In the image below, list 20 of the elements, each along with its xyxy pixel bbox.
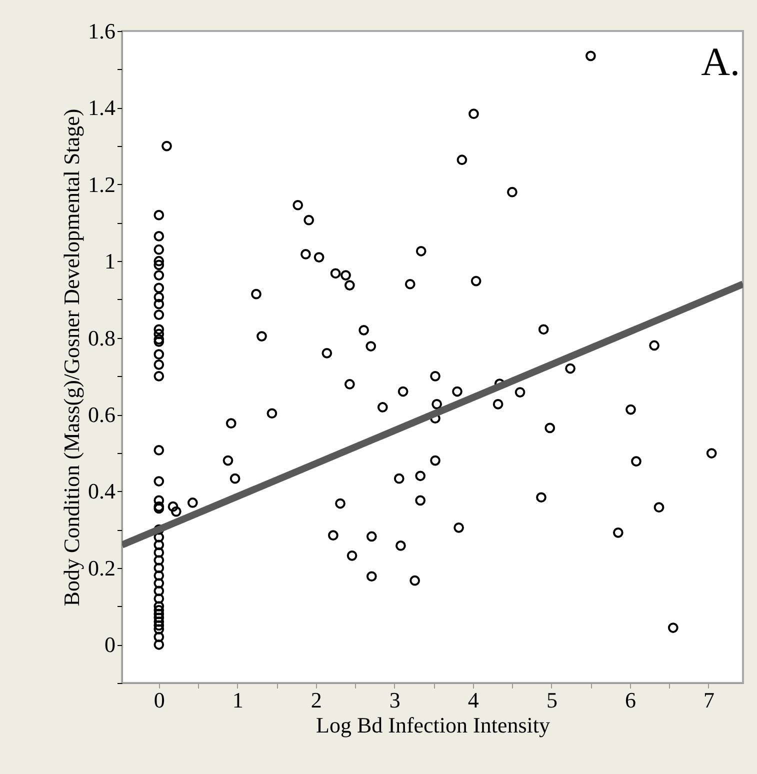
x-tick-label: 2 [310, 688, 322, 712]
y-tick-label: 1 [104, 248, 116, 274]
y-tick-label: 0.8 [88, 325, 116, 350]
y-axis-title: Body Condition (Mass(g)/Gosner Developmental Stage) [59, 108, 84, 606]
y-tick-label: 1.2 [88, 172, 116, 197]
x-axis-title: Log Bd Infection Intensity [316, 712, 550, 738]
y-tick-label: 1.6 [88, 18, 116, 44]
y-tick-label: 0.2 [88, 555, 116, 580]
x-tick-label: 0 [154, 688, 165, 712]
y-tick-label: 0.6 [88, 402, 116, 428]
x-tick-label: 4 [468, 688, 479, 712]
x-tick-label: 1 [232, 688, 244, 712]
x-tick-label: 7 [703, 688, 714, 712]
y-tick-label: 1.4 [88, 95, 116, 120]
y-tick-label: 0 [104, 632, 116, 658]
annotation: A. [701, 39, 740, 84]
x-tick-label: 5 [546, 688, 558, 712]
x-tick-label: 3 [389, 688, 400, 712]
y-tick-label: 0.4 [88, 478, 116, 504]
x-tick-label: 6 [624, 688, 636, 712]
